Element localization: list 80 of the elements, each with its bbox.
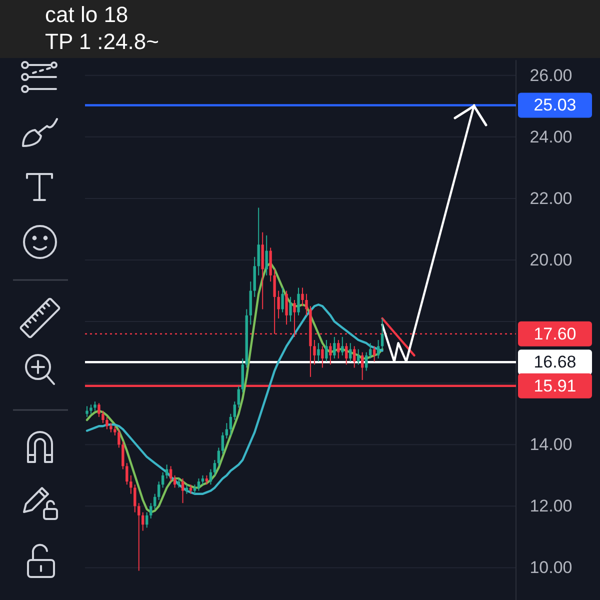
y-tick-label: 20.00 — [530, 250, 572, 270]
candlestick — [114, 426, 116, 436]
candlestick — [229, 413, 232, 436]
candlestick — [265, 234, 268, 276]
candlestick — [360, 352, 364, 380]
candlestick — [257, 207, 260, 276]
candlestick — [353, 346, 356, 368]
candlestick — [329, 342, 332, 366]
candlestick — [94, 401, 96, 412]
candlestick — [217, 447, 220, 467]
candlestick — [181, 478, 184, 504]
candlestick — [313, 340, 316, 366]
candlestick — [205, 474, 208, 486]
candlestick — [221, 432, 224, 454]
candlestick — [130, 474, 132, 494]
text: cat lo 18 — [45, 2, 128, 27]
y-tick-label: 14.00 — [530, 435, 572, 454]
candlestick — [237, 386, 240, 408]
ref-line-label: 17.60 — [534, 324, 576, 344]
candlestick — [142, 512, 144, 532]
candlestick — [317, 342, 320, 362]
candlestick — [193, 484, 196, 494]
candlestick — [149, 502, 152, 519]
candlestick — [177, 478, 180, 488]
candlestick — [349, 342, 352, 362]
ref-line-label: 25.03 — [534, 96, 576, 115]
candlestick — [281, 287, 284, 313]
y-tick-label: 10.00 — [530, 558, 572, 578]
text: TP 1 :24.8~ — [45, 29, 159, 54]
candlestick — [118, 428, 120, 448]
candlestick — [173, 474, 176, 488]
candlestick — [297, 287, 300, 316]
candlestick — [122, 441, 124, 470]
candlestick — [337, 340, 340, 359]
candlestick — [157, 481, 160, 500]
candlestick — [209, 468, 212, 486]
candlestick — [368, 342, 372, 359]
y-tick-label: 26.00 — [530, 66, 572, 85]
candlestick — [341, 336, 344, 356]
y-tick-label: 24.00 — [530, 127, 572, 146]
candlestick — [90, 404, 92, 414]
candlestick — [372, 346, 376, 362]
candlestick — [285, 290, 288, 326]
candlestick — [189, 484, 192, 494]
candlestick — [134, 484, 136, 513]
y-tick-label: 22.00 — [530, 188, 572, 208]
candlestick — [197, 478, 200, 492]
candlestick — [102, 410, 104, 424]
candlestick — [225, 422, 228, 439]
candlestick — [213, 460, 216, 476]
ref-line-label: 16.68 — [534, 352, 576, 372]
candlestick — [86, 406, 88, 418]
candlestick — [345, 342, 348, 366]
candlestick — [185, 484, 188, 494]
y-tick-label: 12.00 — [530, 496, 572, 516]
candlestick — [380, 318, 384, 350]
candlestick — [301, 287, 304, 307]
candlestick — [233, 401, 236, 420]
candlestick — [201, 474, 204, 486]
candlestick — [98, 402, 100, 418]
candlestick — [165, 464, 168, 479]
candlestick — [169, 466, 172, 482]
candlestick — [305, 293, 308, 316]
candlestick — [321, 346, 324, 368]
candlestick — [277, 290, 280, 319]
candlestick — [153, 493, 156, 510]
candlestick — [161, 472, 164, 488]
ref-line-label: 15.91 — [534, 376, 576, 396]
candlestick — [146, 512, 148, 528]
candlestick — [333, 336, 336, 359]
candlestick — [357, 348, 360, 366]
candlestick — [289, 296, 292, 322]
candlestick — [106, 416, 108, 430]
candlestick — [376, 340, 380, 359]
candlestick — [138, 502, 140, 572]
candlestick — [126, 462, 128, 486]
candlestick — [110, 422, 112, 433]
line-series — [86, 304, 384, 495]
candlestick — [364, 352, 368, 372]
candlestick — [325, 340, 328, 362]
